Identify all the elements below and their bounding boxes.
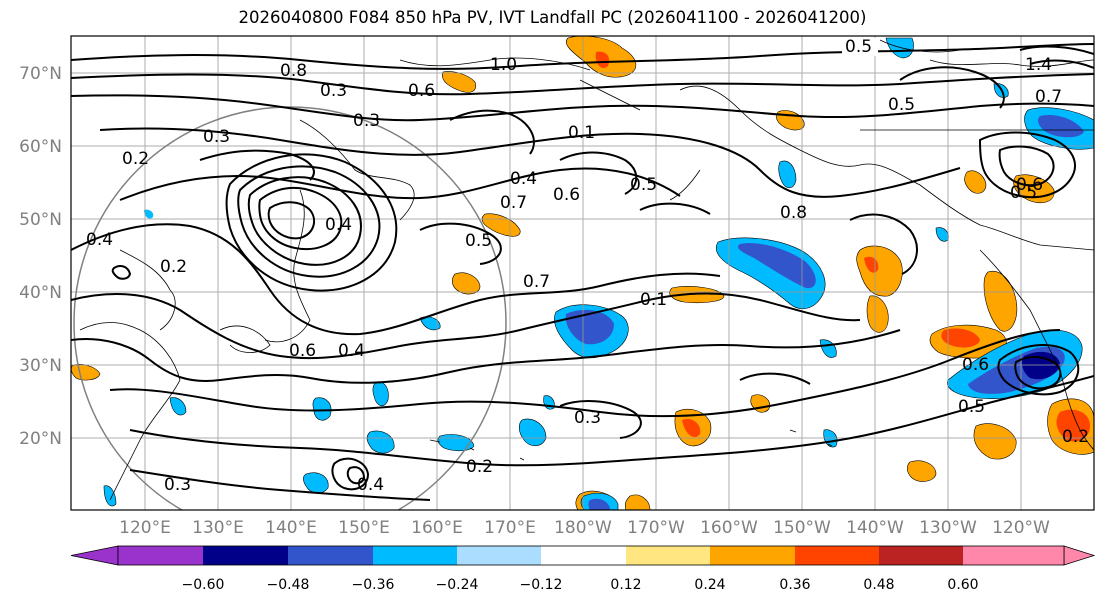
colorbar-tick-label: −0.36 — [352, 577, 395, 593]
contour-label: 0.7 — [500, 193, 527, 213]
colorbar-tick-label: −0.12 — [520, 577, 563, 593]
map-title: 2026040800 F084 850 hPa PV, IVT Landfall… — [238, 8, 867, 27]
lon-label: 170°W — [627, 518, 685, 538]
contour-label: 0.8 — [780, 203, 807, 223]
contour-label: 0.4 — [325, 215, 352, 235]
lon-label: 130°W — [919, 518, 977, 538]
coastlines — [79, 39, 1094, 501]
contour-label: 1.4 — [1025, 55, 1052, 75]
lat-label: 20°N — [19, 429, 62, 449]
colorbar-tick-label: 0.60 — [947, 577, 978, 593]
contour-label: 0.6 — [553, 185, 580, 205]
lon-label: 160°E — [411, 518, 463, 538]
contour-label: 0.7 — [523, 272, 550, 292]
contour-label: 0.8 — [280, 61, 307, 81]
colorbar-swatch — [373, 546, 457, 565]
lon-label: 180°W — [554, 518, 612, 538]
contour-label: 0.4 — [338, 341, 365, 361]
longitude-labels: 120°E 130°E 140°E 150°E 160°E 170°E 180°… — [119, 518, 1050, 538]
colorbar-swatch — [203, 546, 288, 565]
contour-label: 0.6 — [408, 81, 435, 101]
map-frame — [70, 35, 1095, 511]
contour-label: 0.4 — [357, 475, 384, 495]
colorbar-tick-label: 0.36 — [779, 577, 810, 593]
lon-label: 160°W — [700, 518, 758, 538]
contour-label: 0.5 — [845, 37, 872, 57]
contour-label: 0.6 — [289, 341, 316, 361]
contour-label: 0.5 — [888, 95, 915, 115]
contour-label: 0.3 — [353, 111, 380, 131]
contour-label: 0.3 — [203, 127, 230, 147]
lon-label: 140°W — [846, 518, 904, 538]
contour-label: 0.3 — [164, 475, 191, 495]
lat-label: 60°N — [19, 137, 62, 157]
colorbar-swatch — [118, 546, 203, 565]
contour-label: 0.1 — [568, 123, 595, 143]
contour-label: 1.0 — [490, 55, 517, 75]
lon-label: 130°E — [192, 518, 244, 538]
colorbar-extend-max — [1063, 545, 1096, 566]
contour-label: 0.6 — [1016, 175, 1043, 195]
contour-label: 0.5 — [465, 231, 492, 251]
contour-labels: 0.5 1.4 1.0 0.8 0.3 0.6 0.3 0.2 0.1 0.3 … — [86, 37, 1089, 495]
pv-contours — [71, 43, 1094, 501]
contour-label: 0.2 — [466, 457, 493, 477]
colorbar-tick-label: 0.24 — [694, 577, 725, 593]
graticule — [71, 36, 1094, 510]
colorbar-swatch — [795, 546, 879, 565]
contour-label: 0.3 — [320, 81, 347, 101]
colorbar-extend-min — [70, 545, 119, 566]
lon-label: 150°E — [338, 518, 390, 538]
colorbar: −0.60 −0.48 −0.36 −0.24 −0.12 0.12 0.24 … — [70, 545, 1096, 593]
lat-label: 30°N — [19, 356, 62, 376]
colorbar-tick-label: −0.24 — [436, 577, 479, 593]
contour-label: 0.4 — [86, 230, 113, 250]
lon-label: 120°W — [992, 518, 1050, 538]
contour-label: 0.2 — [122, 149, 149, 169]
contour-label: 0.5 — [630, 175, 657, 195]
contour-label: 0.7 — [1035, 87, 1062, 107]
range-circle — [73, 106, 507, 510]
lon-label: 170°E — [484, 518, 536, 538]
contour-label: 0.1 — [640, 290, 667, 310]
contour-label: 0.4 — [510, 169, 537, 189]
contour-label: 0.3 — [574, 408, 601, 428]
contour-label: 0.5 — [1010, 183, 1037, 203]
lon-label: 150°W — [773, 518, 831, 538]
lon-label: 120°E — [119, 518, 171, 538]
contour-label: 0.2 — [1062, 427, 1089, 447]
contour-label: 0.2 — [160, 257, 187, 277]
colorbar-swatch — [963, 546, 1064, 565]
colorbar-tick-label: 0.12 — [610, 577, 641, 593]
colorbar-tick-label: −0.60 — [182, 577, 225, 593]
colorbar-swatch — [879, 546, 963, 565]
colorbar-swatch — [457, 546, 541, 565]
contour-label: 0.5 — [958, 397, 985, 417]
colorbar-swatch — [710, 546, 795, 565]
latitude-labels: 70°N 60°N 50°N 40°N 30°N 20°N — [19, 64, 62, 449]
lon-label: 140°E — [265, 518, 317, 538]
colorbar-swatch — [626, 546, 710, 565]
colorbar-tick-label: 0.48 — [863, 577, 894, 593]
lat-label: 70°N — [19, 64, 62, 84]
colorbar-tick-label: −0.48 — [267, 577, 310, 593]
lat-label: 40°N — [19, 283, 62, 303]
contour-label: 0.6 — [962, 355, 989, 375]
colorbar-swatch — [541, 546, 626, 565]
colorbar-swatch — [288, 546, 373, 565]
lat-label: 50°N — [19, 210, 62, 230]
